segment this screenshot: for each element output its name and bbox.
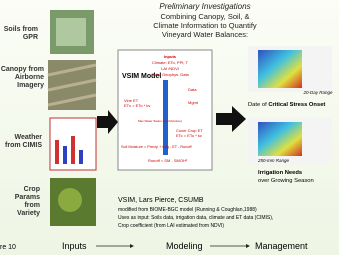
model-text: Max Water Status (Soil Moisture): [138, 119, 182, 123]
weather-bar: [63, 146, 67, 164]
crop-leaf: [58, 188, 82, 212]
flow-arrowhead: [246, 244, 250, 248]
model-text: Inputs: [164, 54, 177, 59]
caption-emphasis: Critical Stress Onset: [268, 102, 325, 108]
weather-bar: [71, 136, 75, 164]
model-text: ETc = ETo * kc: [176, 133, 202, 138]
graphics: VSIM Model Inputs Climate: ETo, PPt, T L…: [0, 0, 339, 255]
model-text: LAI /NDVI: [161, 66, 179, 71]
arrow: [216, 106, 246, 132]
model-text: ETv = ETo * kv: [124, 103, 150, 108]
output-caption: Date of Critical Stress Onset: [248, 102, 325, 108]
flow-step: Inputs: [62, 241, 87, 251]
output-caption: over Growing Season: [258, 178, 314, 184]
range-label: 250-mm Range: [257, 158, 290, 163]
model-arrow: [163, 80, 168, 155]
weather-bar: [55, 140, 59, 164]
caption-text: Date of: [248, 102, 267, 108]
credit-line: Crop coefficient (from LAI estimated fro…: [118, 223, 224, 229]
model-text: Runoff = SM - SMOH²: [148, 158, 188, 163]
irrigation-map-image: [258, 122, 302, 156]
flow-step: Modeling: [166, 241, 203, 251]
slide: Preliminary Investigations Combining Can…: [0, 0, 339, 255]
range-label: 20-Day Range: [302, 90, 333, 95]
credit-author: VSIM, Lars Pierce, CSUMB: [118, 197, 204, 204]
flow-arrowhead: [130, 244, 134, 248]
credit-line: Uses as input: Soils data, irrigation da…: [118, 215, 273, 221]
figure-label: re 10: [0, 244, 16, 251]
model-text: Soil Moisture = Precip + Irrig - ET - Ru…: [121, 145, 192, 149]
soil-image-detail: [56, 18, 86, 46]
model-text: Soils: Geophys. Data: [151, 72, 189, 77]
arrow: [97, 110, 118, 134]
stress-map-image: [258, 50, 302, 88]
model-text: Data: [188, 87, 197, 92]
output-caption: Irrigation Needs: [258, 170, 302, 176]
flow-step: Management: [255, 241, 308, 251]
model-text: Mgmt: [188, 100, 199, 105]
model-text: Climate: ETo, PPt, T: [152, 60, 188, 65]
weather-bar: [79, 150, 83, 164]
credit-line: modified from BIOME-BGC model (Running &…: [118, 207, 257, 213]
